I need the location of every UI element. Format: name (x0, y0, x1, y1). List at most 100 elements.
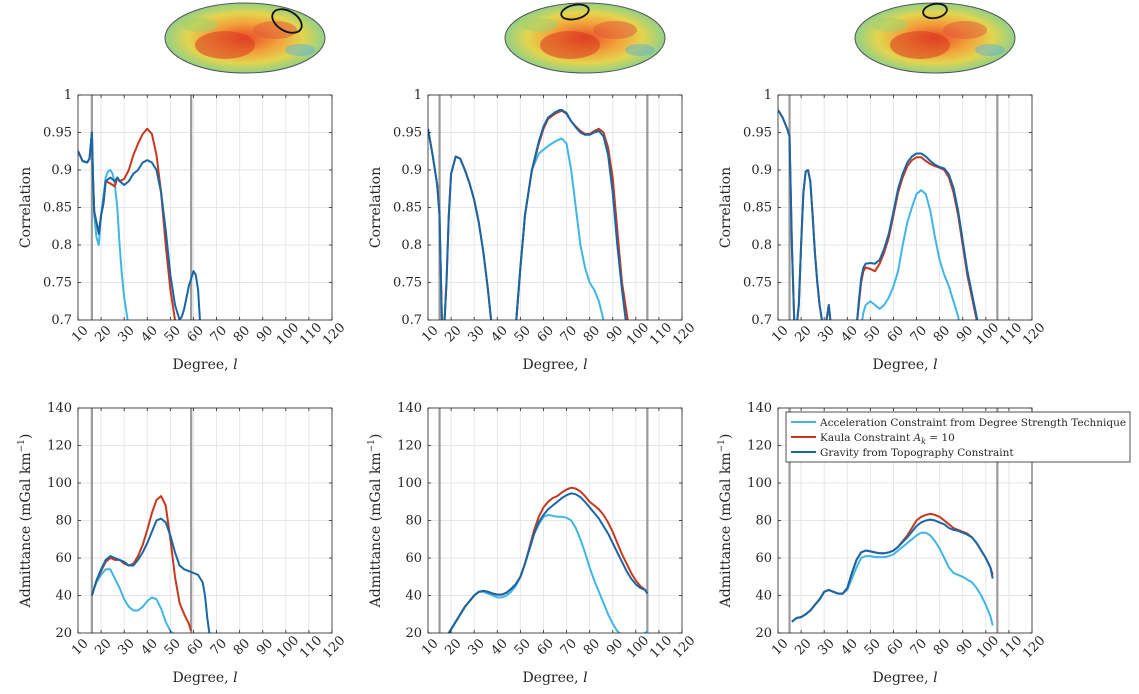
x-tick-label: 20 (792, 636, 814, 658)
x-tick-label: 100 (974, 320, 1002, 348)
x-axis-label: Degree, l (172, 357, 237, 373)
x-tick-label: 60 (185, 323, 207, 345)
legend-label-kaula: Kaula Constraint Ak = 10 (820, 432, 955, 446)
x-tick-label: 110 (297, 320, 325, 348)
x-tick-label: 30 (465, 323, 487, 345)
series-line-acceleration (861, 189, 960, 320)
panel-admittance-left: 10 20 30 40 50 60 70 80 901001101202040608010012… (17, 401, 348, 686)
y-tick-label: 100 (47, 476, 72, 491)
y-tick-label: 0.7 (51, 313, 72, 328)
series-line-gravity (90, 517, 211, 633)
y-tick-label: 0.95 (743, 126, 772, 141)
x-tick-label: 70 (558, 636, 580, 658)
y-tick-label: 140 (397, 401, 422, 416)
x-tick-label: 10 (769, 636, 791, 658)
x-tick-label: 60 (885, 636, 907, 658)
x-tick-label: 120 (320, 633, 348, 661)
series-line-gravity (778, 109, 979, 320)
x-axis-label: Degree, l (172, 670, 237, 686)
y-tick-label: 0.7 (401, 313, 422, 328)
x-tick-label: 120 (670, 320, 698, 348)
x-tick-label: 90 (954, 323, 976, 345)
x-tick-label: 120 (320, 320, 348, 348)
x-tick-label: 70 (908, 636, 930, 658)
x-tick-label: 20 (442, 636, 464, 658)
series-line-acceleration (90, 568, 175, 633)
x-tick-label: 40 (838, 323, 860, 345)
y-tick-label: 80 (55, 514, 72, 529)
x-tick-label: 110 (997, 633, 1025, 661)
y-tick-label: 0.75 (43, 276, 72, 291)
y-tick-label: 80 (405, 514, 422, 529)
x-tick-label: 90 (604, 636, 626, 658)
x-axis-label: Degree, l (522, 670, 587, 686)
x-tick-label: 100 (274, 320, 302, 348)
x-tick-label: 90 (254, 323, 276, 345)
x-tick-label: 80 (931, 323, 953, 345)
y-tick-label: 1 (414, 88, 422, 103)
region-outline-icon (271, 8, 303, 34)
x-tick-label: 70 (208, 323, 230, 345)
x-tick-label: 30 (465, 636, 487, 658)
y-axis-label: Admittance (mGal km−1) (17, 434, 34, 609)
x-tick-label: 20 (92, 323, 114, 345)
x-tick-label: 10 (769, 323, 791, 345)
y-axis-label: Correlation (368, 167, 384, 248)
x-tick-label: 100 (624, 633, 652, 661)
y-tick-label: 0.8 (401, 238, 422, 253)
y-tick-label: 0.85 (393, 201, 422, 216)
map-thumbnail-right (854, 2, 1016, 74)
x-tick-label: 30 (815, 636, 837, 658)
y-tick-label: 0.9 (751, 163, 772, 178)
region-outline-icon (560, 3, 590, 21)
x-axis-label: Degree, l (872, 357, 937, 373)
y-axis-label: Correlation (18, 167, 34, 248)
y-tick-label: 0.75 (393, 276, 422, 291)
series-line-gravity (78, 131, 201, 320)
y-tick-label: 40 (755, 589, 772, 604)
y-tick-label: 80 (755, 514, 772, 529)
x-tick-label: 30 (115, 636, 137, 658)
x-tick-label: 20 (792, 323, 814, 345)
x-tick-label: 60 (185, 636, 207, 658)
y-tick-label: 20 (755, 626, 772, 641)
x-tick-label: 90 (954, 636, 976, 658)
y-tick-label: 1 (764, 88, 772, 103)
series-line-gravity (428, 109, 627, 320)
y-tick-label: 0.8 (751, 238, 772, 253)
y-tick-label: 100 (397, 476, 422, 491)
x-tick-label: 120 (670, 633, 698, 661)
y-tick-label: 0.9 (401, 163, 422, 178)
x-tick-label: 80 (931, 636, 953, 658)
x-tick-label: 80 (581, 636, 603, 658)
x-tick-label: 30 (815, 323, 837, 345)
y-tick-label: 0.8 (51, 238, 72, 253)
map-thumbnail-middle (504, 2, 666, 74)
y-tick-label: 1 (64, 88, 72, 103)
y-tick-label: 120 (747, 439, 772, 454)
x-tick-label: 100 (624, 320, 652, 348)
x-tick-label: 60 (535, 636, 557, 658)
y-axis-label: Correlation (718, 167, 734, 248)
y-tick-label: 40 (55, 589, 72, 604)
y-tick-label: 20 (55, 626, 72, 641)
x-tick-label: 80 (581, 323, 603, 345)
x-tick-label: 10 (419, 636, 441, 658)
x-tick-label: 120 (1020, 633, 1048, 661)
y-tick-label: 0.85 (743, 201, 772, 216)
x-tick-label: 40 (138, 636, 160, 658)
y-axis-label: Admittance (mGal km−1) (717, 434, 734, 609)
y-tick-label: 140 (47, 401, 72, 416)
x-tick-label: 100 (274, 633, 302, 661)
y-tick-label: 0.95 (43, 126, 72, 141)
panel-admittance-middle: 10 20 30 40 50 60 70 80 901001101202040608010012… (367, 401, 698, 686)
x-tick-label: 10 (69, 323, 91, 345)
y-tick-label: 60 (405, 551, 422, 566)
x-tick-label: 50 (162, 636, 184, 658)
x-tick-label: 110 (647, 320, 675, 348)
y-tick-label: 0.95 (393, 126, 422, 141)
y-tick-label: 0.75 (743, 276, 772, 291)
